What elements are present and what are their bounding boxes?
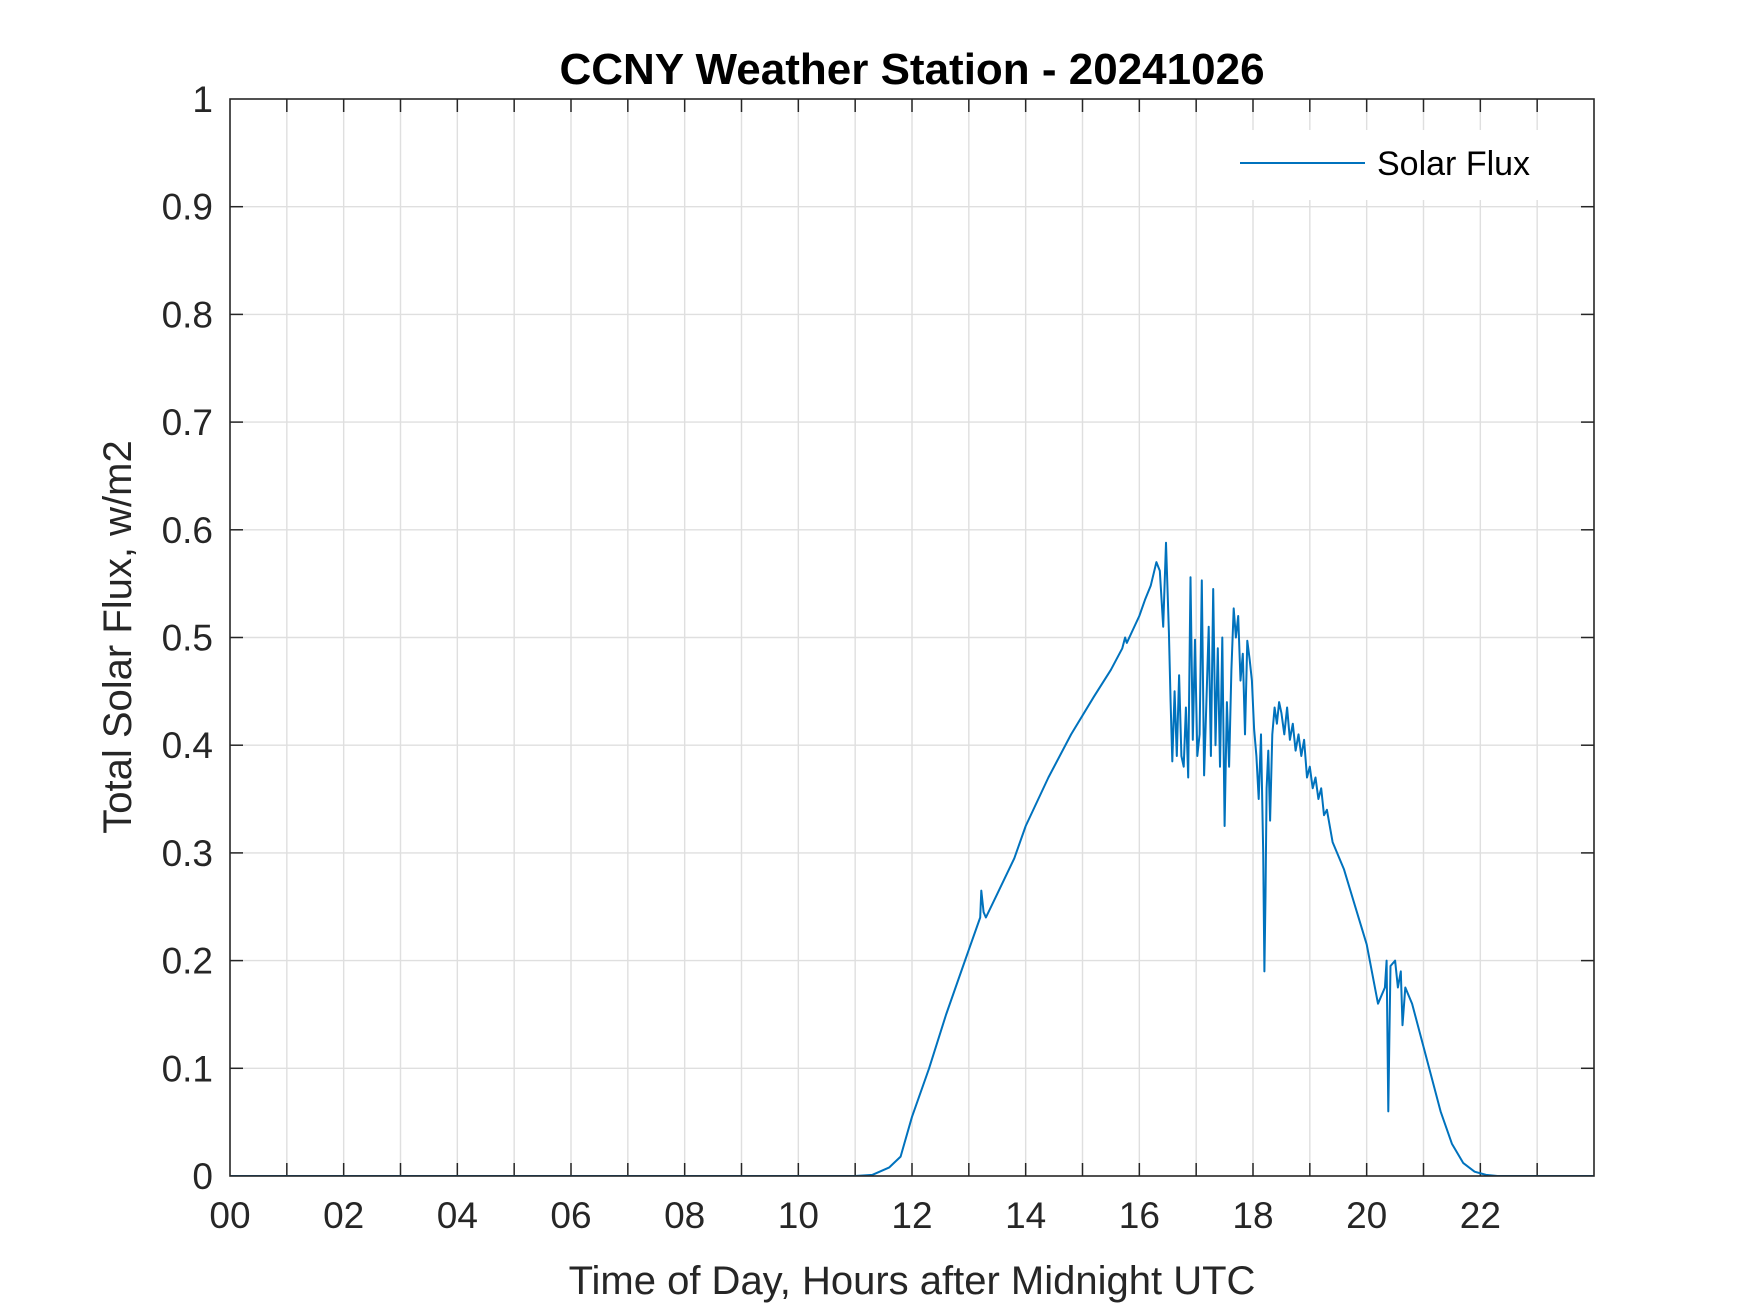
x-tick-label: 18 (1232, 1195, 1273, 1236)
y-tick-label: 0.5 (162, 618, 213, 659)
x-axis-label: Time of Day, Hours after Midnight UTC (569, 1259, 1256, 1303)
legend-label-solar-flux: Solar Flux (1377, 145, 1530, 183)
x-tick-label: 14 (1005, 1195, 1046, 1236)
y-tick-label: 0.2 (162, 941, 213, 982)
y-tick-label: 0 (192, 1156, 213, 1197)
y-tick-label: 0.4 (162, 725, 213, 766)
x-tick-label: 04 (437, 1195, 478, 1236)
x-tick-label: 20 (1346, 1195, 1387, 1236)
x-tick-label: 08 (664, 1195, 705, 1236)
series-line-solar-flux (230, 541, 1594, 1176)
chart-title: CCNY Weather Station - 20241026 (559, 45, 1264, 94)
y-tick-labels: 0 0.1 0.2 0.3 0.4 0.5 0.6 0.7 0.8 0.9 1 (162, 79, 213, 1197)
x-tick-label: 12 (891, 1195, 932, 1236)
y-tick-label: 0.1 (162, 1048, 213, 1089)
y-tick-label: 1 (192, 79, 213, 120)
x-tick-label: 16 (1119, 1195, 1160, 1236)
series-layer (230, 541, 1594, 1176)
y-tick-label: 0.6 (162, 510, 213, 551)
y-axis-label: Total Solar Flux, w/m2 (96, 440, 140, 833)
legend-box (1230, 130, 1560, 200)
grid (230, 99, 1594, 1176)
y-tick-label: 0.8 (162, 294, 213, 335)
y-tick-label: 0.7 (162, 402, 213, 443)
x-tick-label: 22 (1460, 1195, 1501, 1236)
x-tick-label: 06 (550, 1195, 591, 1236)
y-tick-label: 0.3 (162, 833, 213, 874)
x-tick-labels: 00 02 04 06 08 10 12 14 16 18 20 22 (209, 1195, 1500, 1236)
x-tick-label: 02 (323, 1195, 364, 1236)
plot-frame (229, 98, 1595, 1177)
legend: Solar Flux (1230, 130, 1560, 200)
tick-marks (230, 99, 1594, 1176)
y-tick-label: 0.9 (162, 187, 213, 228)
x-tick-label: 00 (209, 1195, 250, 1236)
x-tick-label: 10 (778, 1195, 819, 1236)
